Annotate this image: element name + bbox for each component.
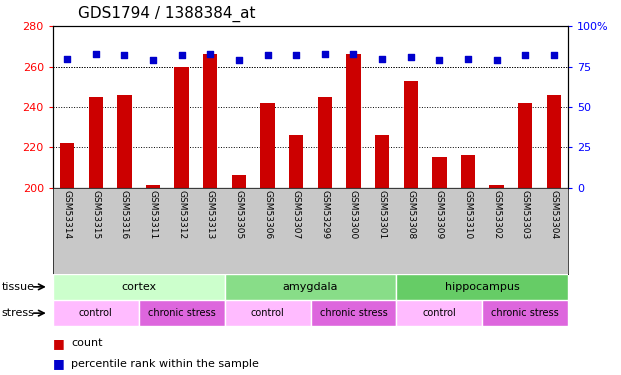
Text: chronic stress: chronic stress bbox=[148, 308, 215, 318]
Bar bbox=[175, 67, 189, 188]
Bar bbox=[432, 157, 446, 188]
Text: ■: ■ bbox=[53, 337, 65, 350]
Text: count: count bbox=[71, 338, 103, 348]
Text: cortex: cortex bbox=[121, 282, 156, 292]
FancyBboxPatch shape bbox=[138, 300, 225, 326]
Point bbox=[206, 51, 215, 57]
Bar bbox=[117, 95, 132, 188]
Text: GDS1794 / 1388384_at: GDS1794 / 1388384_at bbox=[78, 6, 255, 22]
Point bbox=[177, 52, 187, 58]
Point bbox=[263, 52, 273, 58]
Text: GSM53308: GSM53308 bbox=[406, 190, 415, 239]
Bar bbox=[89, 97, 103, 188]
Point bbox=[234, 57, 244, 63]
Bar bbox=[518, 103, 532, 188]
Bar bbox=[203, 54, 217, 188]
Point bbox=[549, 52, 559, 58]
Text: GSM53305: GSM53305 bbox=[234, 190, 243, 239]
Point bbox=[377, 56, 387, 62]
Text: control: control bbox=[422, 308, 456, 318]
Text: GSM53316: GSM53316 bbox=[120, 190, 129, 239]
Bar bbox=[489, 186, 504, 188]
Text: control: control bbox=[251, 308, 284, 318]
Text: ■: ■ bbox=[53, 357, 65, 370]
Point bbox=[520, 52, 530, 58]
Text: GSM53307: GSM53307 bbox=[292, 190, 301, 239]
Text: control: control bbox=[79, 308, 112, 318]
FancyBboxPatch shape bbox=[483, 300, 568, 326]
Text: tissue: tissue bbox=[1, 282, 34, 292]
Text: GSM53312: GSM53312 bbox=[177, 190, 186, 239]
FancyBboxPatch shape bbox=[53, 300, 138, 326]
Text: GSM53303: GSM53303 bbox=[521, 190, 530, 239]
Bar bbox=[347, 54, 361, 188]
Point bbox=[91, 51, 101, 57]
Bar bbox=[232, 176, 246, 188]
Bar bbox=[404, 81, 418, 188]
Bar bbox=[146, 186, 160, 188]
FancyBboxPatch shape bbox=[396, 274, 568, 300]
Point bbox=[463, 56, 473, 62]
Bar bbox=[461, 155, 475, 188]
FancyBboxPatch shape bbox=[225, 274, 396, 300]
Text: amygdala: amygdala bbox=[283, 282, 338, 292]
Bar bbox=[260, 103, 274, 188]
Text: chronic stress: chronic stress bbox=[320, 308, 388, 318]
Point bbox=[62, 56, 72, 62]
Point bbox=[148, 57, 158, 63]
Point bbox=[119, 52, 129, 58]
FancyBboxPatch shape bbox=[310, 300, 396, 326]
Bar bbox=[375, 135, 389, 188]
Text: GSM53301: GSM53301 bbox=[378, 190, 387, 239]
Text: hippocampus: hippocampus bbox=[445, 282, 520, 292]
Text: chronic stress: chronic stress bbox=[491, 308, 559, 318]
Bar bbox=[60, 143, 75, 188]
Bar bbox=[546, 95, 561, 188]
Text: GSM53311: GSM53311 bbox=[148, 190, 158, 239]
Text: GSM53300: GSM53300 bbox=[349, 190, 358, 239]
Text: stress: stress bbox=[1, 308, 34, 318]
Point bbox=[320, 51, 330, 57]
Text: GSM53306: GSM53306 bbox=[263, 190, 272, 239]
Text: GSM53304: GSM53304 bbox=[550, 190, 558, 239]
Text: GSM53315: GSM53315 bbox=[91, 190, 100, 239]
Text: percentile rank within the sample: percentile rank within the sample bbox=[71, 359, 260, 369]
Bar bbox=[289, 135, 303, 188]
Bar bbox=[318, 97, 332, 188]
Text: GSM53313: GSM53313 bbox=[206, 190, 215, 239]
Text: GSM53310: GSM53310 bbox=[463, 190, 473, 239]
FancyBboxPatch shape bbox=[53, 274, 225, 300]
Point bbox=[291, 52, 301, 58]
Text: GSM53309: GSM53309 bbox=[435, 190, 444, 239]
FancyBboxPatch shape bbox=[396, 300, 483, 326]
Point bbox=[435, 57, 445, 63]
Point bbox=[406, 54, 415, 60]
Text: GSM53314: GSM53314 bbox=[63, 190, 71, 239]
Text: GSM53299: GSM53299 bbox=[320, 190, 329, 239]
FancyBboxPatch shape bbox=[225, 300, 310, 326]
Point bbox=[348, 51, 358, 57]
Text: GSM53302: GSM53302 bbox=[492, 190, 501, 239]
Point bbox=[492, 57, 502, 63]
